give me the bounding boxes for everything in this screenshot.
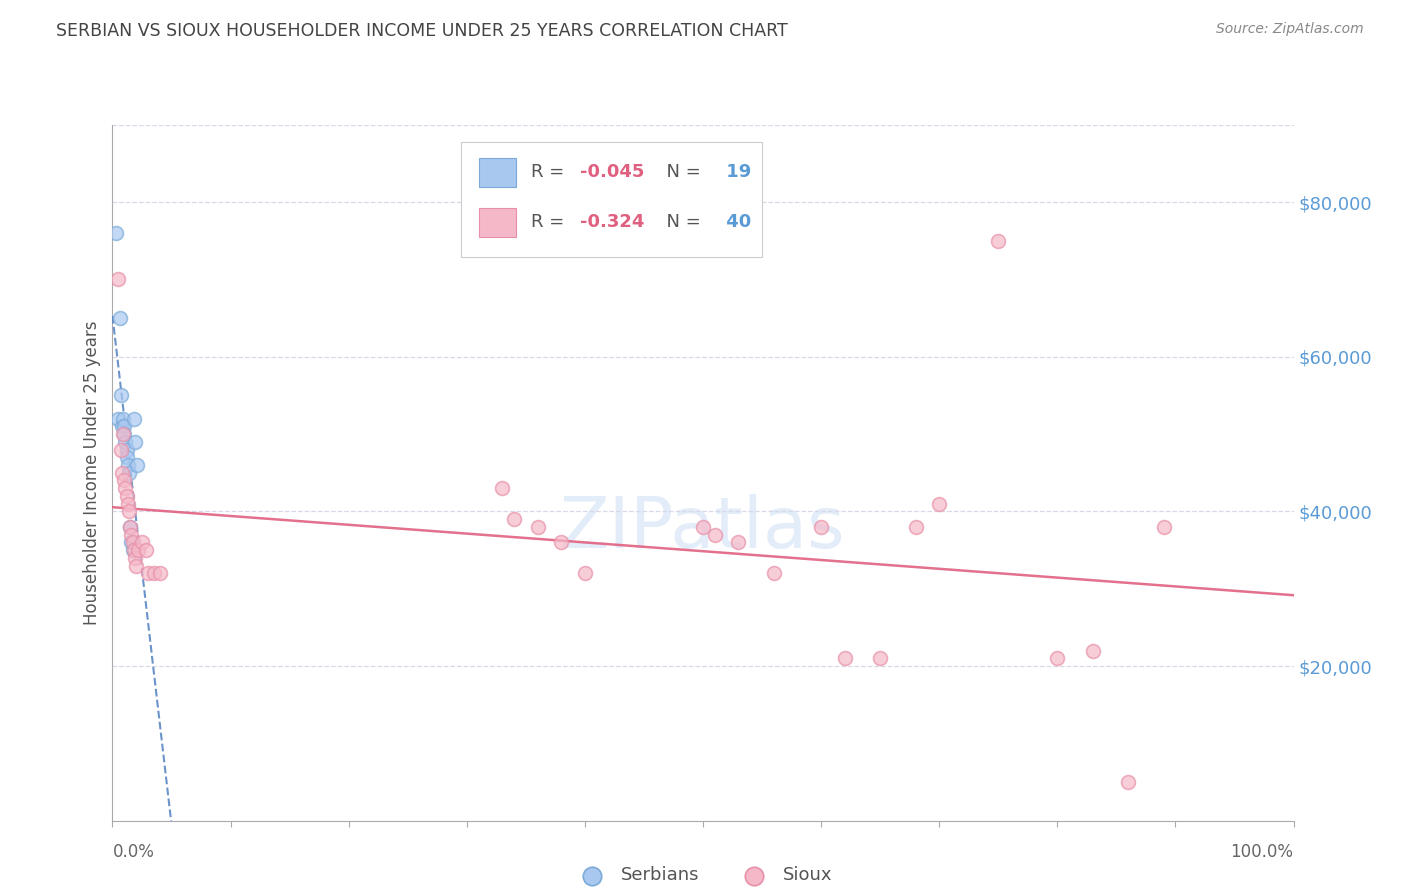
- Text: 19: 19: [720, 163, 751, 181]
- Point: [131, 535, 153, 549]
- Point: [127, 458, 149, 472]
- Point: [120, 535, 142, 549]
- Point: [122, 411, 145, 425]
- Point: [121, 543, 143, 558]
- Point: [117, 497, 139, 511]
- Point: [834, 651, 856, 665]
- Point: [928, 497, 950, 511]
- Point: [1046, 651, 1069, 665]
- Point: [987, 234, 1010, 248]
- Point: [114, 434, 136, 449]
- Point: [112, 427, 135, 442]
- Point: [111, 466, 134, 480]
- Text: -0.324: -0.324: [581, 213, 644, 231]
- Point: [112, 411, 135, 425]
- Point: [115, 450, 138, 465]
- Text: SERBIAN VS SIOUX HOUSEHOLDER INCOME UNDER 25 YEARS CORRELATION CHART: SERBIAN VS SIOUX HOUSEHOLDER INCOME UNDE…: [56, 22, 787, 40]
- FancyBboxPatch shape: [478, 158, 516, 186]
- Point: [107, 411, 129, 425]
- Text: N =: N =: [655, 213, 706, 231]
- Point: [118, 466, 141, 480]
- Point: [136, 566, 159, 581]
- Point: [121, 535, 143, 549]
- Point: [110, 388, 132, 402]
- Point: [574, 566, 596, 581]
- Text: R =: R =: [530, 213, 569, 231]
- Point: [124, 434, 146, 449]
- Text: N =: N =: [655, 163, 706, 181]
- FancyBboxPatch shape: [478, 208, 516, 237]
- Y-axis label: Householder Income Under 25 years: Householder Income Under 25 years: [83, 320, 101, 625]
- Point: [110, 442, 132, 457]
- Point: [114, 481, 136, 495]
- Point: [115, 442, 138, 457]
- Text: 40: 40: [720, 213, 751, 231]
- Text: 100.0%: 100.0%: [1230, 843, 1294, 861]
- Point: [142, 566, 165, 581]
- Point: [112, 474, 135, 488]
- Text: Source: ZipAtlas.com: Source: ZipAtlas.com: [1216, 22, 1364, 37]
- Legend: Serbians, Sioux: Serbians, Sioux: [567, 859, 839, 892]
- Point: [1081, 643, 1104, 657]
- Point: [108, 311, 131, 326]
- Point: [127, 543, 149, 558]
- Text: -0.045: -0.045: [581, 163, 644, 181]
- Point: [111, 419, 134, 434]
- Point: [122, 543, 145, 558]
- Point: [120, 527, 142, 541]
- Point: [115, 489, 138, 503]
- Text: ZIPatlas: ZIPatlas: [560, 494, 846, 563]
- Point: [125, 558, 148, 573]
- Point: [149, 566, 172, 581]
- Point: [120, 520, 142, 534]
- Point: [762, 566, 785, 581]
- Point: [118, 504, 141, 518]
- Point: [727, 535, 749, 549]
- Point: [703, 527, 725, 541]
- Text: 0.0%: 0.0%: [112, 843, 155, 861]
- Point: [904, 520, 927, 534]
- Point: [503, 512, 526, 526]
- FancyBboxPatch shape: [461, 142, 762, 257]
- Point: [692, 520, 714, 534]
- Point: [550, 535, 572, 549]
- Point: [869, 651, 891, 665]
- Point: [112, 427, 135, 442]
- Point: [135, 543, 157, 558]
- Text: R =: R =: [530, 163, 569, 181]
- Point: [107, 272, 129, 286]
- Point: [120, 520, 142, 534]
- Point: [124, 550, 146, 565]
- Point: [491, 481, 513, 495]
- Point: [1153, 520, 1175, 534]
- Point: [1116, 775, 1139, 789]
- Point: [526, 520, 548, 534]
- Point: [112, 419, 135, 434]
- Point: [105, 226, 128, 240]
- Point: [810, 520, 832, 534]
- Point: [117, 458, 139, 472]
